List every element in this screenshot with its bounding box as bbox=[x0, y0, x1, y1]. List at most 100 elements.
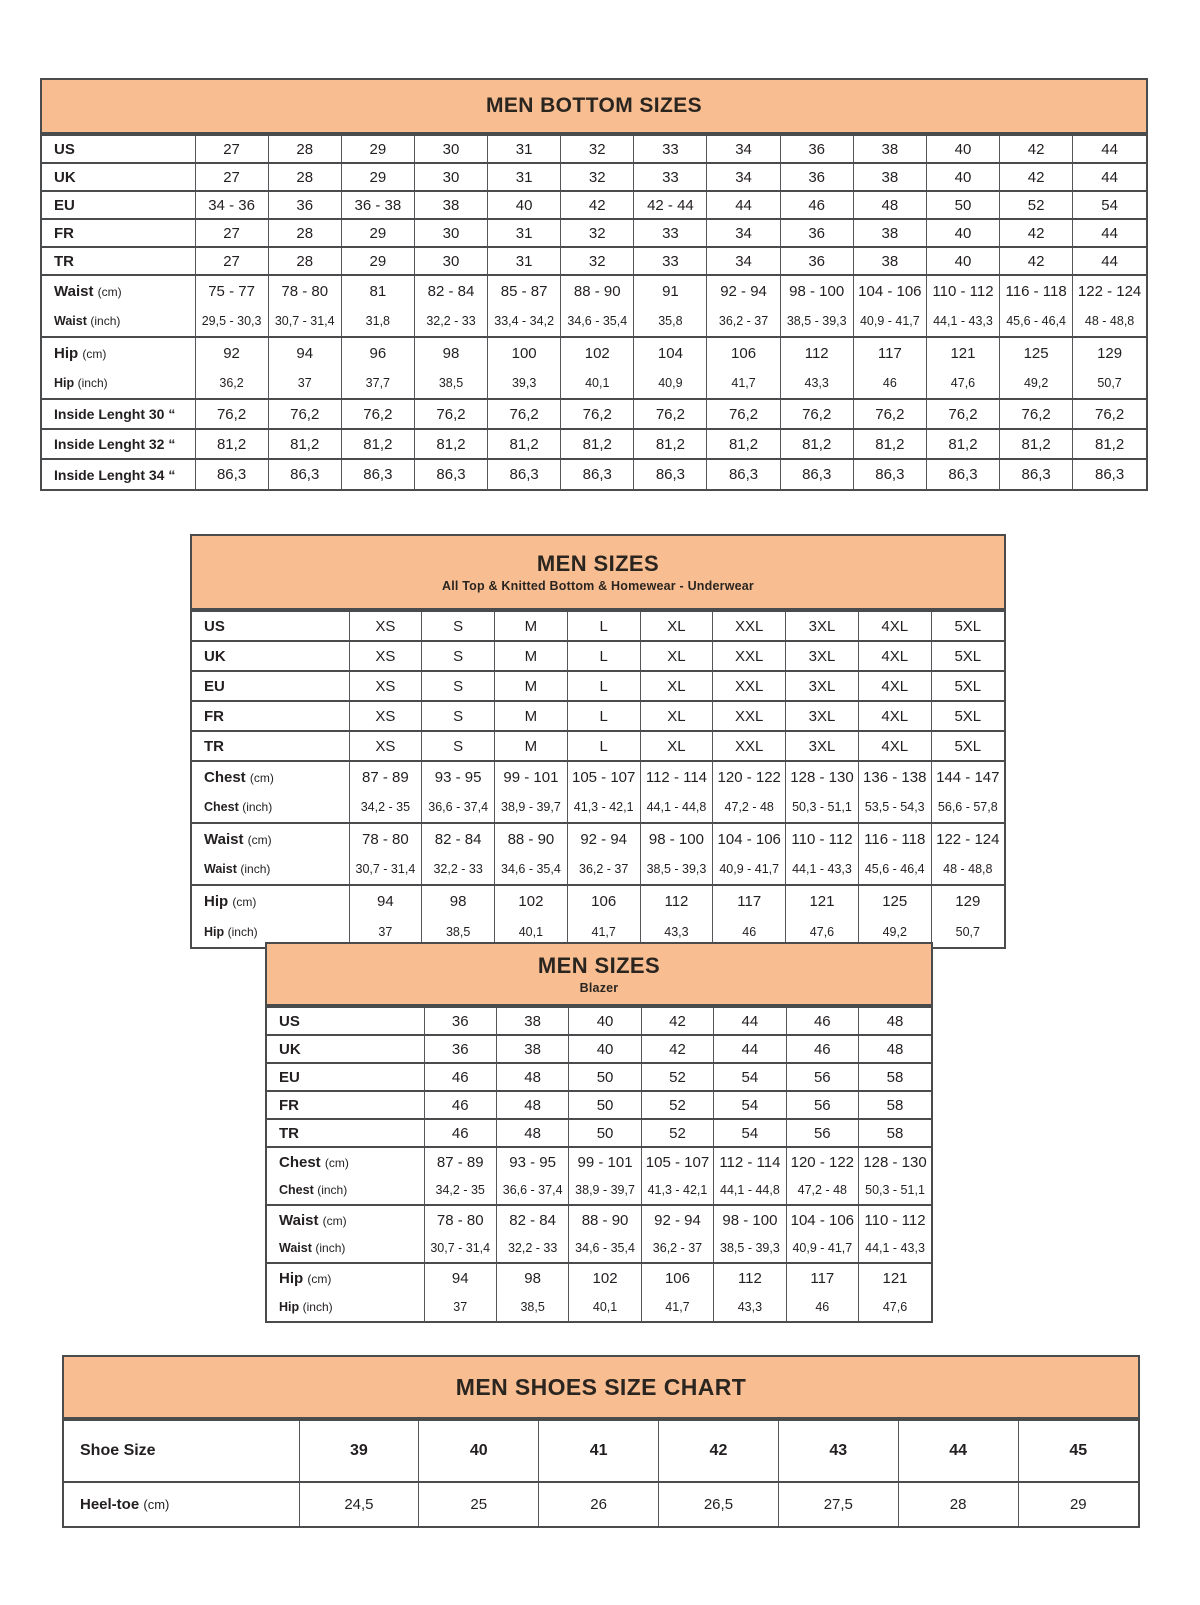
value-cell: 39,3 bbox=[487, 368, 561, 399]
men-top-sizes-grid: US XS S M L XL XXL 3XL 4XL 5XL UK XS S M L XL XXL 3XL 4XL 5… bbox=[192, 610, 1004, 947]
value-cell: 28 bbox=[267, 246, 342, 275]
value-cell: 4XL bbox=[857, 640, 932, 671]
value-cell: XL bbox=[639, 640, 713, 671]
value-cell: 98 bbox=[413, 336, 488, 368]
value-cell: 41,7 bbox=[566, 916, 641, 947]
value-cell: 38 bbox=[852, 218, 927, 247]
value-cell: 76,2 bbox=[194, 398, 269, 429]
men-blazer-sizes-table: MEN SIZES Blazer US 36 38 40 42 44 46 48 UK 36 38 4… bbox=[265, 942, 933, 1323]
men-shoes-size-table: MEN SHOES SIZE CHART Shoe Size 39 40 41 42 43… bbox=[62, 1355, 1140, 1528]
value-cell: M bbox=[494, 730, 568, 761]
value-cell: M bbox=[494, 700, 568, 731]
value-cell: 50,7 bbox=[930, 916, 1004, 947]
value-cell: XS bbox=[348, 610, 422, 641]
value-cell: 35,8 bbox=[633, 306, 707, 337]
value-cell: 29 bbox=[340, 134, 415, 163]
value-cell: 30 bbox=[413, 218, 488, 247]
blazer-row-chest-cm-: Chest (cm) 87 - 89 93 - 95 99 - 101 105 - 10… bbox=[267, 1146, 931, 1176]
value-cell: 125 bbox=[857, 884, 932, 916]
bottoms-row-inside-lenght-30-: Inside Lenght 30 “76,2 76,2 76,2 76,2 76,2 76… bbox=[42, 398, 1146, 429]
table-title: MEN SHOES SIZE CHART bbox=[455, 1373, 747, 1400]
value-cell: 37,7 bbox=[340, 368, 415, 399]
value-cell: M bbox=[494, 640, 568, 671]
blazer-row-hip-inch-: Hip (inch) 37 38,5 40,1 41,7 43,3 46 47,6 bbox=[267, 1292, 931, 1321]
value-cell: 46 bbox=[712, 916, 786, 947]
value-cell: 36,6 - 37,4 bbox=[495, 1176, 569, 1205]
value-cell: 43,3 bbox=[779, 368, 854, 399]
bottoms-row-us: US 27 28 29 30 31 32 33 34 36 38 40 42 44 bbox=[42, 134, 1146, 163]
value-cell: 94 bbox=[348, 884, 422, 916]
row-label-text: Inside Lenght 30 “ bbox=[54, 406, 176, 422]
row-label-text: Shoe Size bbox=[80, 1442, 156, 1459]
value-cell: 31 bbox=[487, 162, 561, 191]
value-cell: 105 - 107 bbox=[566, 760, 641, 792]
value-cell: 106 bbox=[706, 336, 781, 368]
value-cell: 81,2 bbox=[1072, 428, 1146, 459]
row-label: TR bbox=[192, 730, 349, 761]
value-cell: 26 bbox=[538, 1481, 659, 1526]
value-cell: 40,9 - 41,7 bbox=[712, 854, 786, 885]
row-unit-text: (inch) bbox=[77, 376, 108, 390]
value-cell: 4XL bbox=[857, 700, 932, 731]
value-cell: 81,2 bbox=[852, 428, 927, 459]
value-cell: XS bbox=[348, 640, 422, 671]
value-cell: 125 bbox=[999, 336, 1073, 368]
value-cell: 34,6 - 35,4 bbox=[494, 854, 568, 885]
value-cell: 38 bbox=[495, 1006, 569, 1035]
value-cell: 50,3 - 51,1 bbox=[858, 1176, 931, 1205]
value-cell: 112 bbox=[779, 336, 854, 368]
value-cell: XXL bbox=[712, 670, 786, 701]
value-cell: 52 bbox=[640, 1090, 714, 1119]
value-cell: 42 bbox=[658, 1419, 779, 1482]
row-label-text: Hip bbox=[54, 344, 79, 362]
value-cell: 86,3 bbox=[999, 458, 1073, 489]
value-cell: 121 bbox=[858, 1262, 931, 1292]
value-cell: 38,5 - 39,3 bbox=[713, 1234, 787, 1263]
row-label-text: US bbox=[54, 140, 75, 158]
row-unit-text: (inch) bbox=[302, 1299, 333, 1314]
value-cell: 144 - 147 bbox=[930, 760, 1004, 792]
value-cell: 86,3 bbox=[413, 458, 488, 489]
value-cell: 4XL bbox=[857, 610, 932, 641]
value-cell: XS bbox=[348, 730, 422, 761]
value-cell: 50 bbox=[568, 1118, 642, 1147]
value-cell: 102 bbox=[560, 336, 634, 368]
value-cell: 50,3 - 51,1 bbox=[785, 792, 859, 823]
row-label: Chest (cm) bbox=[192, 760, 349, 792]
value-cell: 78 - 80 bbox=[423, 1204, 497, 1234]
row-label-text: EU bbox=[54, 196, 75, 214]
value-cell: 129 bbox=[1072, 336, 1146, 368]
value-cell: S bbox=[421, 610, 495, 641]
value-cell: 32,2 - 33 bbox=[421, 854, 495, 885]
value-cell: 81,2 bbox=[560, 428, 634, 459]
row-label-text: Waist bbox=[279, 1241, 312, 1255]
row-label: US bbox=[192, 610, 349, 641]
value-cell: 26,5 bbox=[658, 1481, 779, 1526]
row-label-text: Chest bbox=[204, 800, 239, 814]
value-cell: XL bbox=[639, 670, 713, 701]
value-cell: XL bbox=[639, 730, 713, 761]
value-cell: 33 bbox=[633, 246, 707, 275]
value-cell: 86,3 bbox=[706, 458, 781, 489]
value-cell: 136 - 138 bbox=[857, 760, 932, 792]
value-cell: 82 - 84 bbox=[421, 822, 495, 854]
row-label-text: Hip bbox=[279, 1269, 304, 1287]
value-cell: 82 - 84 bbox=[413, 274, 488, 306]
shoes-row-shoe-size: Shoe Size 39 40 41 42 43 44 45 bbox=[64, 1419, 1138, 1482]
value-cell: 48 - 48,8 bbox=[1072, 306, 1146, 337]
row-unit-text: (cm) bbox=[247, 832, 272, 847]
value-cell: 116 - 118 bbox=[999, 274, 1073, 306]
value-cell: 44 bbox=[1072, 218, 1146, 247]
value-cell: 27,5 bbox=[777, 1481, 899, 1526]
row-label: UK bbox=[267, 1034, 424, 1063]
value-cell: 76,2 bbox=[340, 398, 415, 429]
value-cell: 82 - 84 bbox=[495, 1204, 569, 1234]
row-label-text: Waist bbox=[204, 862, 237, 876]
blazer-row-eu: EU 46 48 50 52 54 56 58 bbox=[267, 1062, 931, 1091]
value-cell: 58 bbox=[858, 1090, 931, 1119]
row-label: Waist (inch) bbox=[192, 854, 349, 885]
value-cell: 37 bbox=[348, 916, 422, 947]
row-label: Hip (inch) bbox=[192, 916, 349, 947]
value-cell: 49,2 bbox=[999, 368, 1073, 399]
value-cell: 98 bbox=[495, 1262, 569, 1292]
